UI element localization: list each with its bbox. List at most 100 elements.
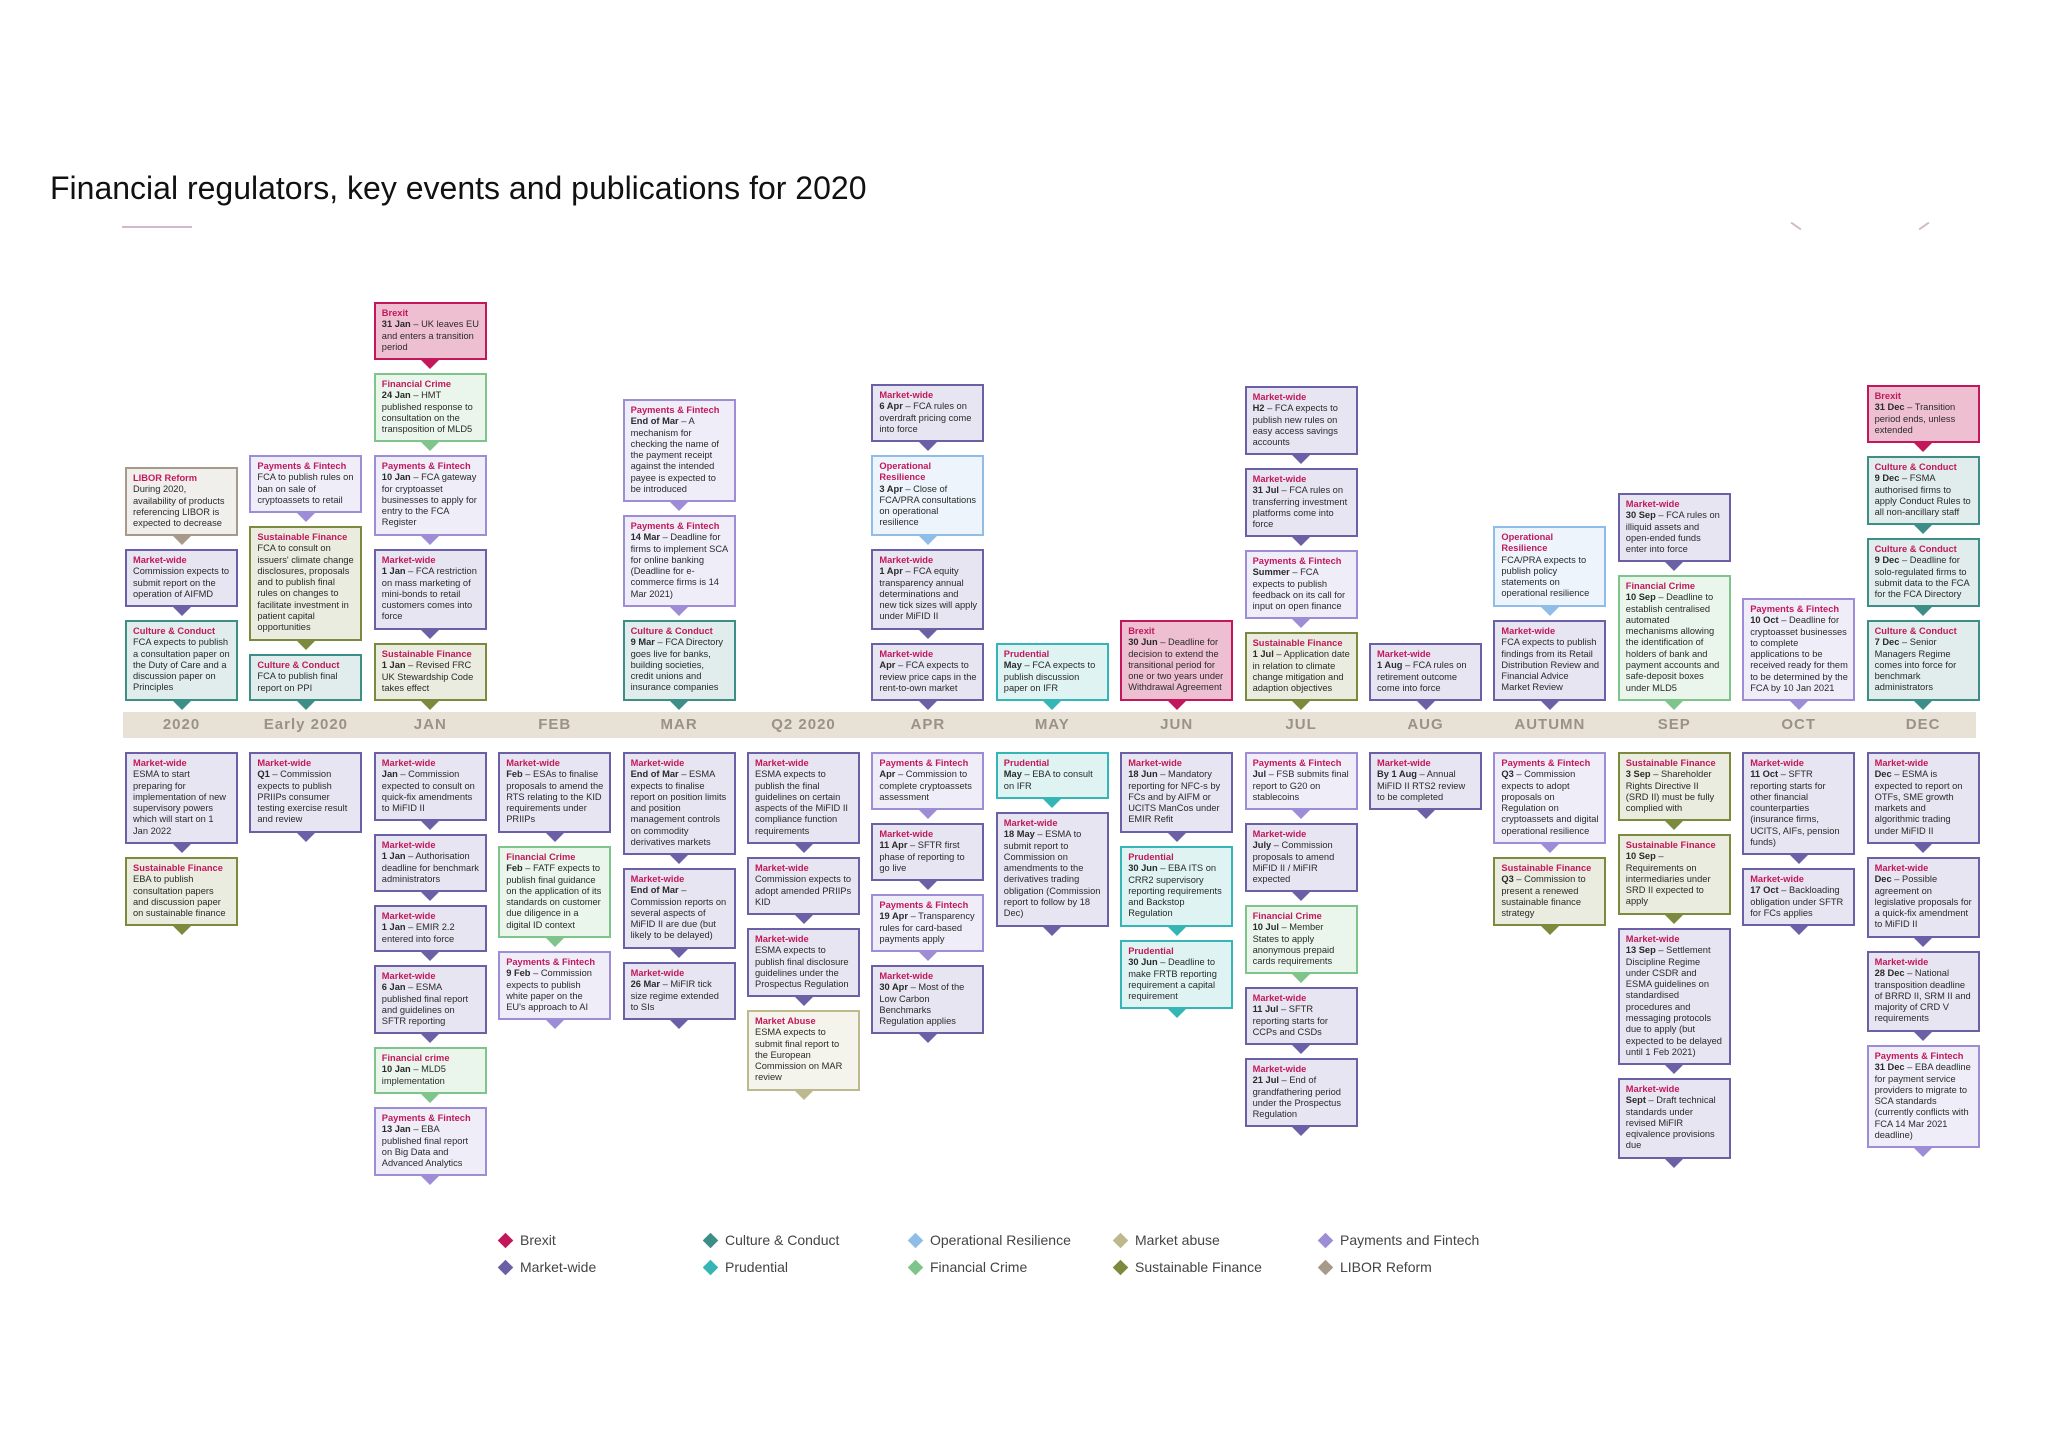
diamond-icon	[907, 1259, 924, 1276]
connector-arrow	[545, 833, 564, 842]
event-text: – EBA ITS on CRR2 supervisory reporting …	[1128, 863, 1222, 919]
connector-arrow	[1167, 833, 1186, 842]
event-description: ESMA expects to publish the final guidel…	[755, 769, 853, 837]
event-date: Q3	[1501, 769, 1514, 780]
timeline-label-jan: JAN	[413, 716, 447, 733]
event-category: Market-wide	[381, 840, 436, 850]
event-card-payments-fintech: Payments & Fintech 14 Mar – Deadline for …	[622, 515, 736, 608]
legend-item-operational-resilience: Operational Resilience	[907, 1232, 1071, 1249]
event-card-financial-crime: Financial Crime 24 Jan – HMT published re…	[373, 373, 487, 443]
event-description: 10 Jan – MLD5 implementation	[382, 1064, 480, 1087]
event-card-market-wide: Market-wide 11 Oct – SFTR reporting start…	[1742, 752, 1856, 856]
event-text: – EBA published final report on Big Data…	[381, 1124, 469, 1169]
connector-arrow	[1665, 701, 1684, 710]
connector-arrow	[1665, 915, 1684, 924]
event-card-financial-crime: Financial Crime 10 Jul – Member States to…	[1244, 905, 1358, 975]
event-description: ESMA expects to publish final disclosure…	[755, 945, 853, 990]
event-date: 1 Jan	[381, 922, 406, 933]
event-category: Market-wide	[1128, 758, 1182, 768]
event-category: Financial crime	[381, 1053, 450, 1063]
connector-arrow	[794, 997, 813, 1006]
event-date: 18 Jun	[1128, 769, 1158, 780]
event-description: 7 Dec – Senior Managers Regime comes int…	[1875, 637, 1973, 693]
event-date: 31 Jul	[1252, 485, 1279, 496]
event-description: 24 Jan – HMT published response to consu…	[382, 390, 480, 435]
event-category: Market-wide	[1501, 626, 1556, 636]
event-date: 21 Jul	[1252, 1075, 1279, 1086]
connector-arrow	[918, 810, 937, 819]
event-date: Dec	[1874, 874, 1892, 885]
connector-arrow	[421, 630, 440, 639]
event-date: 10 Sep	[1625, 851, 1656, 862]
event-text: – Commission to complete cryptoassets as…	[879, 769, 972, 802]
event-text: – Most of the Low Carbon Benchmarks Regu…	[879, 982, 965, 1027]
event-card-market-wide: Market-wide 17 Oct – Backloading obligati…	[1742, 868, 1856, 927]
event-text: – Commission expects to publish PRIIPs c…	[257, 769, 348, 825]
event-category: Payments & Fintech	[381, 1113, 471, 1123]
event-card-market-wide: Market-wide 11 Jul – SFTR reporting start…	[1244, 987, 1358, 1046]
event-card-market-wide: Market-wide Commission expects to submit …	[125, 549, 238, 608]
event-text: Commission expects to submit report on t…	[133, 566, 230, 599]
event-category: Payments & Fintech	[1252, 556, 1342, 566]
event-description: FCA expects to publish findings from its…	[1501, 637, 1599, 693]
decorative-fragment	[122, 226, 192, 228]
event-description: 11 Jul – SFTR reporting starts for CCPs …	[1253, 1004, 1351, 1038]
event-card-brexit: Brexit 31 Dec – Transition period ends, u…	[1866, 385, 1980, 444]
event-text: – MLD5 implementation	[381, 1064, 446, 1086]
connector-arrow	[421, 536, 440, 545]
event-date: Feb	[506, 863, 523, 874]
event-category: Market-wide	[1252, 829, 1307, 839]
event-card-market-wide: Market-wide FCA expects to publish findin…	[1493, 620, 1607, 701]
event-text: – UK leaves EU and enters a transition p…	[381, 319, 479, 352]
diamond-icon	[497, 1232, 514, 1249]
connector-arrow	[1292, 892, 1311, 901]
event-date: End of Mar	[630, 416, 679, 427]
event-text: – Commission expects to adopt proposals …	[1501, 769, 1599, 836]
event-category: Market-wide	[879, 971, 934, 981]
event-description: 30 Apr – Most of the Low Carbon Benchmar…	[879, 982, 977, 1027]
event-category: Market-wide	[1252, 1064, 1307, 1074]
event-category: Culture & Conduct	[630, 626, 713, 636]
event-date: 30 Jun	[1128, 637, 1158, 648]
event-description: 30 Jun – Deadline to make FRTB reporting…	[1128, 957, 1226, 1002]
event-card-market-wide: Market-wide By 1 Aug – Annual MiFID II RT…	[1369, 752, 1482, 811]
event-category: Market-wide	[879, 649, 934, 659]
event-text: – Settlement Discipline Regime under CSD…	[1625, 945, 1722, 1057]
event-date: Feb	[506, 769, 523, 780]
timeline-label-q2-2020: Q2 2020	[771, 716, 836, 733]
connector-arrow	[1043, 799, 1062, 808]
connector-arrow	[1914, 525, 1933, 534]
connector-arrow	[1167, 1009, 1186, 1018]
legend-label: Prudential	[725, 1259, 789, 1275]
event-category: Market-wide	[630, 874, 685, 884]
event-text: – Deadline to establish centralised auto…	[1625, 592, 1720, 693]
event-category: Market-wide	[1625, 934, 1680, 944]
event-text: FCA to consult on issuers' climate chang…	[257, 543, 354, 633]
event-category: Market-wide	[133, 555, 187, 565]
event-date: Jan	[381, 769, 398, 780]
event-date: May	[1003, 769, 1022, 780]
event-text: – A mechanism for checking the name of t…	[630, 416, 719, 495]
event-category: Market-wide	[755, 934, 809, 944]
connector-arrow	[1292, 974, 1311, 983]
connector-arrow	[545, 1020, 564, 1029]
event-category: Prudential	[1003, 649, 1050, 659]
event-description: Feb – FATF expects to publish final guid…	[506, 863, 604, 931]
event-category: Market-wide	[1750, 758, 1804, 768]
decorative-fragment	[1790, 221, 1802, 231]
event-category: Market-wide	[755, 758, 809, 768]
event-card-market-wide: Market-wide 30 Sep – FCA rules on illiqui…	[1617, 493, 1731, 563]
event-description: Dec – ESMA is expected to report on OTFs…	[1875, 769, 1973, 837]
event-card-market-wide: Market-wide H2 – FCA expects to publish n…	[1244, 386, 1358, 456]
event-text: – Authorisation deadline for benchmark a…	[381, 851, 479, 884]
event-date: 30 Apr	[879, 982, 908, 993]
connector-arrow	[1292, 701, 1311, 710]
connector-arrow	[296, 641, 315, 650]
connector-arrow	[1914, 607, 1933, 616]
event-category: Market-wide	[381, 555, 436, 565]
event-card-financial-crime: Financial Crime Feb – FATF expects to pub…	[498, 846, 612, 939]
event-card-payments-fintech: Payments & Fintech Summer – FCA expects t…	[1244, 550, 1358, 620]
event-text: – SFTR first phase of reporting to go li…	[879, 840, 965, 873]
event-card-prudential: Prudential 30 Jun – EBA ITS on CRR2 super…	[1120, 846, 1234, 927]
event-category: Market-wide	[1874, 957, 1929, 967]
